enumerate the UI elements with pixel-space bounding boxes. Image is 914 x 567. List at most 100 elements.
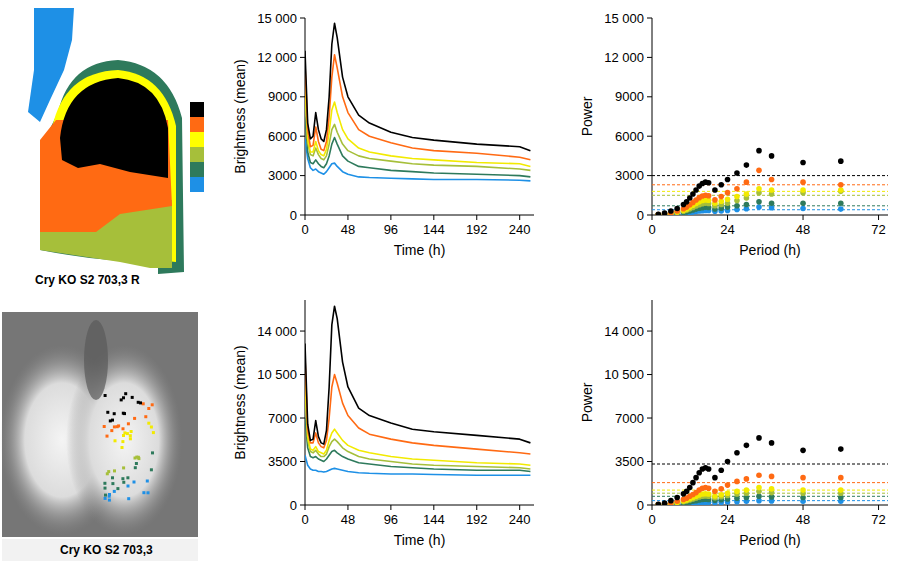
y-tick-label: 7000 [615,411,644,426]
x-tick [347,505,348,510]
x-tick [433,505,434,510]
y-tick [300,96,305,97]
roi-dot [103,425,106,428]
periodogram-point [800,448,806,454]
roi-dot [126,476,129,479]
x-tick-label: 144 [423,512,445,527]
periodogram-point [800,187,806,193]
periodogram-point [655,502,661,505]
plot-marks [652,435,888,505]
y-tick-label: 6000 [268,129,297,144]
periodogram-point [734,170,740,176]
x-tick-label: 96 [384,512,398,527]
periodogram-point [756,168,762,174]
periodogram-point [706,485,712,491]
roi-dot [131,396,134,399]
series-line [305,381,530,465]
roi-dot [124,392,127,395]
periodogram-point [756,435,762,441]
periodogram-point [718,182,724,188]
periodogram-point [725,190,731,196]
y-tick [647,215,652,216]
colorbar-swatch [190,177,204,192]
y-tick-label: 7000 [268,411,297,426]
y-tick [300,18,305,19]
roi-dot [106,435,109,438]
x-tick [519,215,520,220]
y-axis-line [652,18,653,215]
y-tick [300,57,305,58]
colorbar-swatch [190,162,204,177]
periodogram-point [769,187,775,193]
roi-dot [151,451,154,454]
periodogram-point [662,501,668,505]
roi-dot [113,469,116,472]
periodogram-point [744,443,750,449]
periodogram-point [712,489,718,495]
periodogram-point [718,467,724,473]
periodogram-point [706,193,712,199]
x-tick [433,215,434,220]
periodogram-point [756,148,762,154]
y-tick-label: 10 500 [257,367,297,382]
x-tick-label: 0 [648,222,655,237]
periodogram-point [718,492,724,498]
periodogram-point [718,194,724,200]
roi-dot [116,425,119,428]
y-tick [300,331,305,332]
periodogram-point [674,495,680,501]
line-chart: 03500700010 50014 00004896144192240Time … [232,300,534,548]
y-tick-label: 9000 [615,89,644,104]
roi-dot [147,491,150,494]
roi-dot [147,422,150,425]
periodogram-point [655,502,661,505]
roi-dot [150,426,153,429]
y-tick [300,461,305,462]
roi-dot [108,495,111,498]
periodogram-point [725,459,731,465]
scatter-chart: 030006000900012 00015 0000244872Period (… [579,11,888,259]
x-axis-title: Period (h) [739,242,800,258]
x-tick [519,505,520,510]
y-tick-label: 15 000 [604,11,644,26]
figure: Cry KO S2 703,3 R030006000900012 00015 0… [0,0,914,567]
y-tick [300,215,305,216]
brain-image: Cry KO S2 703,3 [0,312,198,561]
y-axis-title: Power [579,96,595,136]
x-tick [390,505,391,510]
periodogram-point [725,482,731,488]
roi-dot [127,422,130,425]
roi-dot [113,425,116,428]
periodogram-point [655,212,661,215]
periodogram-point [690,480,696,486]
y-tick-label: 15 000 [257,11,297,26]
roi-dot [120,398,123,401]
periodogram-point [769,153,775,159]
x-tick-label: 0 [301,512,308,527]
roi-dot [121,446,124,449]
roi-dot [110,429,113,432]
periodogram-point [744,476,750,482]
y-tick [300,374,305,375]
x-tick-label: 72 [871,222,885,237]
roi-dot [104,394,107,397]
periodogram-point [693,475,699,481]
roi-dot [122,481,125,484]
y-tick-label: 3500 [615,454,644,469]
roi-dot [135,456,138,459]
periodogram-point [706,180,712,186]
line-chart: 030006000900012 00015 00004896144192240T… [232,11,534,259]
threshold-line [652,175,888,176]
roi-dot [147,407,150,410]
x-tick-label: 24 [720,222,734,237]
x-tick [476,215,477,220]
periodogram-point [674,206,680,212]
periodogram-point [712,197,718,203]
x-tick [390,215,391,220]
y-tick-label: 3000 [268,168,297,183]
periodogram-point [662,210,668,215]
x-tick-label: 72 [871,512,885,527]
y-tick [647,175,652,176]
roi-dot [133,417,136,420]
roi-dot [104,487,107,490]
